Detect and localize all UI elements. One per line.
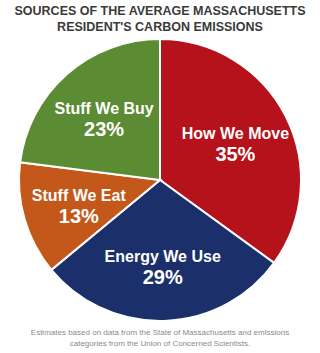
pie-slice [20, 39, 160, 180]
slices [19, 39, 301, 321]
slice-value: 23% [84, 118, 124, 140]
slice-label: How We Move [182, 125, 289, 142]
slice-label: Stuff We Buy [54, 100, 153, 117]
slice-label: Energy We Use [105, 248, 221, 265]
slice-value: 35% [215, 143, 255, 165]
slice-value: 29% [143, 266, 183, 288]
labels: How We Move35% Energy We Use29% Stuff We E… [32, 100, 289, 288]
slice-label: Stuff We Eat [32, 187, 127, 204]
chart-canvas: How We Move35% Energy We Use29% Stuff We E… [0, 0, 320, 353]
slice-value: 13% [59, 205, 99, 227]
chart-title: SOURCES OF THE AVERAGE MASSACHUSETTS RES… [2, 3, 318, 35]
footnote: Estimates based on data from the State o… [15, 327, 305, 349]
